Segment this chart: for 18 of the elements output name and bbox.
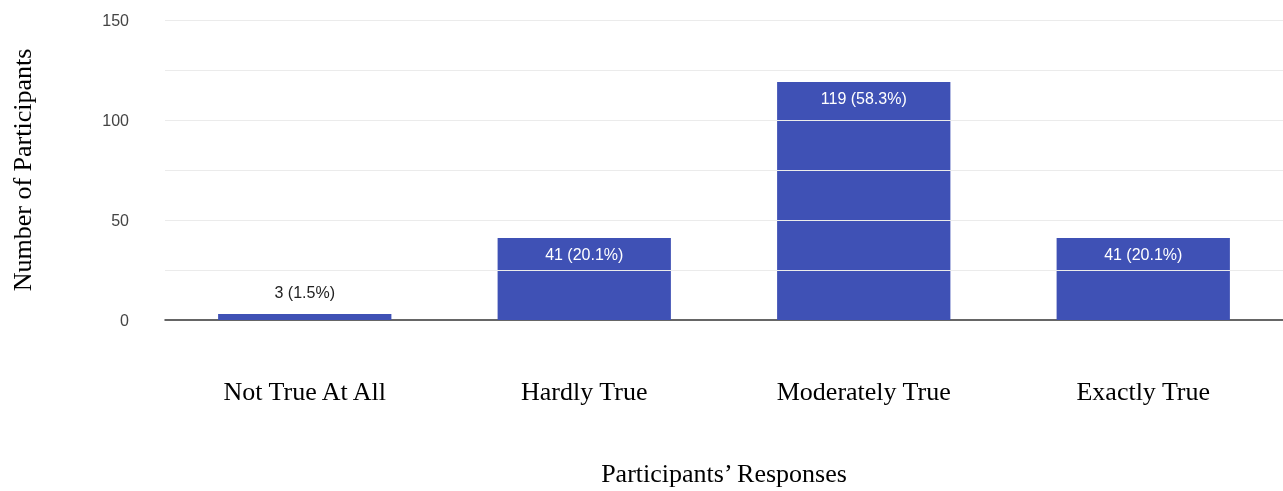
- bar: [497, 238, 671, 320]
- x-tick-label: Moderately True: [776, 376, 951, 406]
- data-label: 41 (20.1%): [545, 245, 624, 263]
- y-tick-label: 100: [102, 111, 130, 129]
- bar: [1056, 238, 1230, 320]
- data-label: 41 (20.1%): [1104, 245, 1183, 263]
- y-axis-title: Number of Participants: [7, 48, 37, 292]
- bar: [777, 82, 951, 320]
- bar: [218, 314, 392, 320]
- x-tick-label: Hardly True: [521, 376, 648, 406]
- data-label: 119 (58.3%): [820, 89, 907, 107]
- x-axis-title: Participants’ Responses: [601, 458, 847, 488]
- y-tick-label: 50: [111, 211, 130, 229]
- x-tick-label: Not True At All: [223, 376, 387, 406]
- x-tick-label: Exactly True: [1076, 376, 1211, 406]
- y-tick-label: 150: [102, 11, 130, 29]
- y-tick-label: 0: [120, 311, 130, 329]
- data-label: 3 (1.5%): [274, 283, 335, 301]
